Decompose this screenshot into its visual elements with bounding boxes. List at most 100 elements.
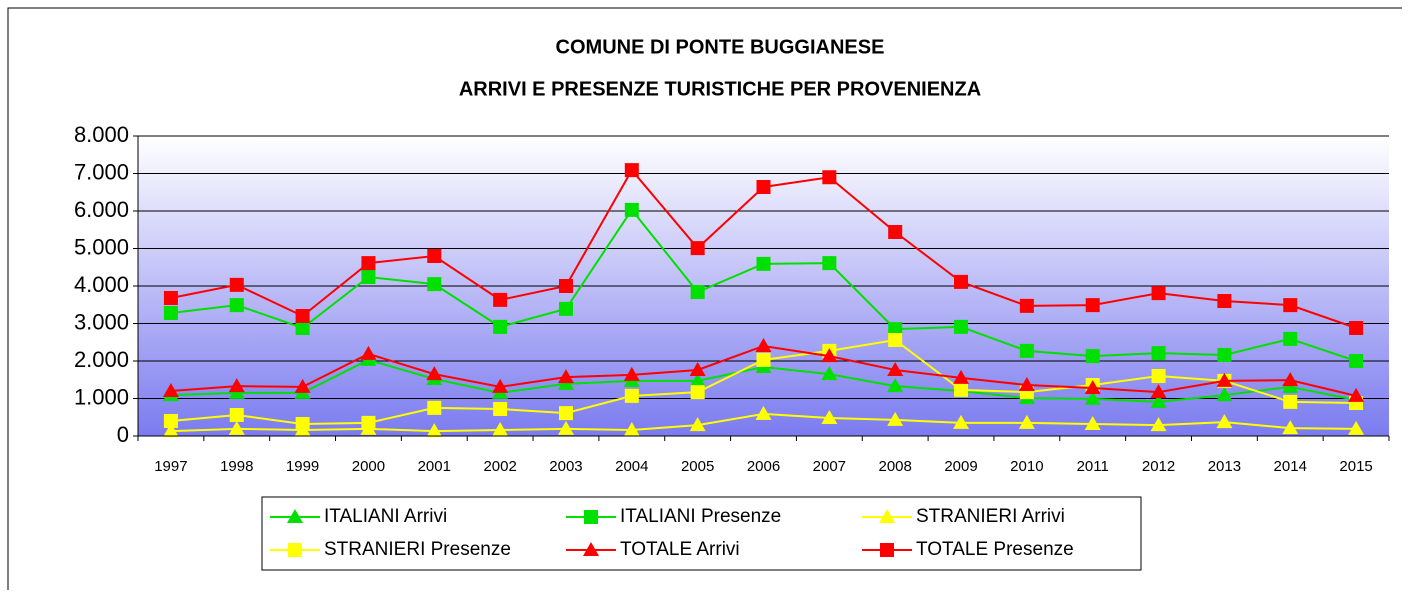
x-tick-label: 2012: [1142, 458, 1175, 475]
data-point: [1085, 349, 1100, 364]
legend-marker: [583, 542, 599, 556]
x-tick-label: 2014: [1274, 458, 1307, 475]
data-point: [887, 411, 904, 426]
data-point: [558, 406, 573, 421]
x-tick-label: 2004: [615, 458, 648, 475]
data-point: [163, 306, 178, 320]
legend-marker: [880, 543, 894, 557]
data-point: [360, 345, 377, 360]
data-point: [689, 372, 706, 387]
y-tick-label: 7.000: [74, 159, 129, 184]
data-point: [492, 378, 509, 393]
x-tick-label: 2013: [1208, 458, 1241, 475]
data-point: [163, 291, 178, 305]
data-point: [756, 352, 771, 367]
x-tick-label: 1997: [154, 458, 187, 475]
legend-label: ITALIANI Presenze: [620, 506, 781, 527]
data-point: [1217, 294, 1232, 308]
x-tick-label: 2002: [483, 458, 516, 475]
data-point: [690, 241, 705, 256]
data-point: [689, 362, 706, 376]
data-point: [755, 405, 772, 420]
x-tick-label: 1998: [220, 458, 253, 475]
data-point: [888, 225, 903, 239]
data-point: [1151, 346, 1166, 361]
data-point: [557, 420, 574, 435]
data-point: [163, 414, 178, 428]
data-point: [821, 410, 838, 424]
data-point: [954, 319, 969, 334]
data-point: [1084, 390, 1101, 405]
data-point: [1217, 348, 1232, 362]
data-point: [1151, 286, 1166, 301]
data-point: [1216, 414, 1233, 429]
data-point: [954, 382, 969, 397]
data-point: [623, 422, 640, 436]
data-point: [755, 338, 772, 352]
frame: [7, 7, 1402, 590]
data-point: [361, 415, 376, 430]
data-point: [1150, 393, 1167, 408]
x-tick-label: 2005: [681, 458, 714, 475]
data-point: [1349, 321, 1364, 335]
data-point: [162, 423, 179, 438]
data-point: [1150, 417, 1167, 432]
data-point: [1018, 414, 1035, 429]
data-point: [1282, 420, 1299, 435]
data-point: [821, 348, 838, 363]
legend-marker: [879, 509, 895, 523]
legend-label: TOTALE Arrivi: [620, 539, 740, 560]
data-point: [1282, 372, 1299, 387]
data-point: [229, 408, 244, 422]
data-point: [228, 378, 245, 393]
data-point: [493, 292, 508, 307]
data-point: [295, 417, 310, 431]
data-point: [1216, 372, 1233, 387]
legend-marker: [287, 509, 303, 523]
x-tick-label: 2009: [944, 458, 977, 475]
data-point: [295, 309, 310, 323]
data-point: [1018, 377, 1035, 391]
data-point: [493, 319, 508, 334]
legend-marker: [288, 543, 302, 557]
data-point: [493, 402, 508, 416]
y-tick-label: 6.000: [74, 197, 129, 222]
data-point: [229, 277, 244, 292]
data-point: [822, 256, 837, 271]
data-point: [361, 270, 376, 284]
data-point: [756, 256, 771, 271]
legend-label: TOTALE Presenze: [916, 539, 1074, 560]
y-tick-label: 1.000: [74, 384, 129, 409]
legend-label: ITALIANI Arrivi: [324, 506, 447, 527]
data-point: [624, 163, 639, 178]
data-point: [1084, 416, 1101, 430]
legend-label: STRANIERI Presenze: [324, 539, 511, 560]
data-point: [1019, 298, 1034, 313]
data-point: [295, 321, 310, 335]
data-point: [558, 301, 573, 316]
x-tick-label: 2008: [878, 458, 911, 475]
y-tick-label: 2.000: [74, 347, 129, 372]
data-point: [557, 369, 574, 384]
data-point: [624, 388, 639, 403]
x-tick-label: 2000: [352, 458, 385, 475]
data-point: [690, 285, 705, 299]
x-tick-label: 2007: [813, 458, 846, 475]
legend: [261, 496, 1142, 571]
data-point: [887, 378, 904, 393]
data-point: [426, 366, 443, 381]
data-point: [228, 420, 245, 435]
data-point: [229, 298, 244, 313]
legend-marker: [584, 510, 598, 524]
x-tick-label: 2006: [747, 458, 780, 475]
legend-label: STRANIERI Arrivi: [916, 506, 1065, 527]
data-point: [888, 333, 903, 347]
data-point: [756, 180, 771, 194]
data-point: [1151, 369, 1166, 383]
data-point: [1085, 298, 1100, 313]
y-tick-label: 8.000: [74, 122, 129, 147]
y-tick-label: 3.000: [74, 309, 129, 334]
data-point: [1349, 354, 1364, 368]
chart-title: COMUNE DI PONTE BUGGIANESE: [556, 36, 885, 58]
data-point: [623, 366, 640, 381]
